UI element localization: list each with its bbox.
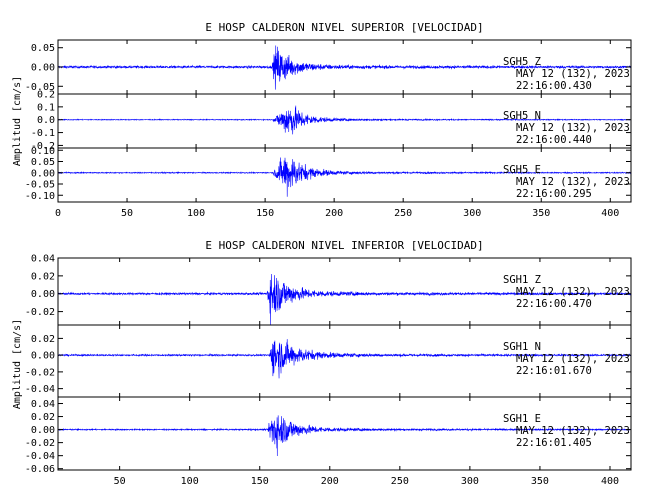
x-tick-label: 50 (114, 476, 126, 487)
station-label: SGH5 N (503, 110, 541, 122)
y-tick-label: -0.05 (25, 180, 55, 191)
y-tick-label: -0.10 (25, 191, 55, 202)
station-label: SGH5 Z (503, 56, 541, 68)
y-tick-label: 0.00 (31, 168, 55, 179)
y-tick-label: 0.00 (31, 425, 55, 436)
x-tick-label: 200 (325, 208, 343, 219)
time-label: 22:16:01.405 (516, 437, 592, 449)
y-tick-label: -0.2 (31, 141, 55, 152)
x-tick-label: 400 (601, 476, 619, 487)
date-label: MAY 12 (132), 2023 (516, 353, 630, 365)
x-tick-label: 400 (601, 208, 619, 219)
chart-title: E HOSP CALDERON NIVEL SUPERIOR [VELOCIDA… (205, 21, 483, 34)
waveform-line (58, 415, 631, 457)
y-tick-label: -0.02 (25, 307, 55, 318)
y-tick-label: -0.02 (25, 438, 55, 449)
x-tick-label: 100 (181, 476, 199, 487)
y-tick-label: -0.05 (25, 82, 55, 93)
station-label: SGH1 N (503, 341, 541, 353)
chart-1: E HOSP CALDERON NIVEL SUPERIOR [VELOCIDA… (12, 21, 632, 219)
time-label: 22:16:01.670 (516, 365, 592, 377)
panel-frame (57, 147, 632, 203)
x-tick-label: 250 (391, 476, 409, 487)
y-tick-label: 0.1 (37, 102, 55, 113)
x-tick-label: 350 (532, 208, 550, 219)
station-label: SGH1 E (503, 413, 541, 425)
y-tick-label: 0.02 (31, 334, 55, 345)
time-label: 22:16:00.470 (516, 298, 592, 310)
y-tick-label: 0.05 (31, 157, 55, 168)
x-tick-label: 0 (55, 208, 61, 219)
x-tick-label: 200 (321, 476, 339, 487)
x-tick-label: 350 (531, 476, 549, 487)
date-label: MAY 12 (132), 2023 (516, 425, 630, 437)
y-tick-label: -0.1 (31, 128, 55, 139)
chart-title: E HOSP CALDERON NIVEL INFERIOR [VELOCIDA… (205, 239, 483, 252)
y-tick-label: 0.0 (37, 115, 55, 126)
waveform-line (58, 157, 631, 197)
waveform-line (58, 105, 631, 135)
date-label: MAY 12 (132), 2023 (516, 68, 630, 80)
y-tick-label: 0.05 (31, 43, 55, 54)
y-tick-label: 0.10 (31, 146, 55, 157)
y-tick-label: 0.04 (31, 254, 55, 265)
y-tick-label: 0.02 (31, 412, 55, 423)
y-tick-label: -0.02 (25, 367, 55, 378)
y-tick-label: 0.00 (31, 63, 55, 74)
y-tick-label: 0.2 (37, 90, 55, 101)
y-tick-label: -0.04 (25, 451, 55, 462)
x-tick-label: 50 (121, 208, 133, 219)
waveform-line (58, 45, 631, 90)
time-label: 22:16:00.295 (516, 188, 592, 200)
y-axis-label: Amplitud [cm/s] (12, 76, 23, 166)
waveform-line (58, 339, 631, 379)
panel-frame (57, 396, 632, 471)
waveform-line (58, 273, 631, 325)
x-tick-label: 150 (251, 476, 269, 487)
time-label: 22:16:00.430 (516, 80, 592, 92)
x-tick-label: 300 (463, 208, 481, 219)
x-tick-label: 100 (187, 208, 205, 219)
y-tick-label: -0.06 (25, 464, 55, 475)
date-label: MAY 12 (132), 2023 (516, 286, 630, 298)
y-tick-label: 0.02 (31, 271, 55, 282)
x-tick-label: 150 (256, 208, 274, 219)
station-label: SGH5 E (503, 164, 541, 176)
chart-2: E HOSP CALDERON NIVEL INFERIOR [VELOCIDA… (12, 239, 632, 487)
station-label: SGH1 Z (503, 274, 541, 286)
y-tick-label: 0.04 (31, 399, 55, 410)
y-tick-label: 0.00 (31, 289, 55, 300)
date-label: MAY 12 (132), 2023 (516, 122, 630, 134)
date-label: MAY 12 (132), 2023 (516, 176, 630, 188)
x-tick-label: 300 (461, 476, 479, 487)
x-tick-label: 250 (394, 208, 412, 219)
y-tick-label: -0.04 (25, 384, 55, 395)
y-tick-label: 0.00 (31, 351, 55, 362)
y-axis-label: Amplitud [cm/s] (12, 319, 23, 409)
time-label: 22:16:00.440 (516, 134, 592, 146)
